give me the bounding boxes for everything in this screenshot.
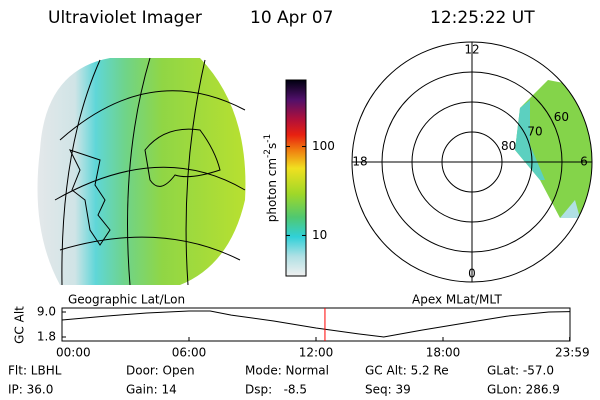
info-field: Seq: 39 xyxy=(365,383,411,397)
altitude-ylabel: GC Alt xyxy=(13,306,27,344)
colorbar xyxy=(285,79,307,277)
apex-label: Apex MLat/MLT xyxy=(412,293,502,307)
mlt-label: 0 xyxy=(468,267,476,281)
info-field: GC Alt: 5.2 Re xyxy=(365,364,449,378)
lat-ring xyxy=(411,101,533,223)
info-field: IP: 36.0 xyxy=(8,383,53,397)
mlt-label: 12 xyxy=(464,43,479,57)
y-tick-label: 9.0 xyxy=(37,304,56,318)
info-field: GLat: -57.0 xyxy=(487,364,554,378)
info-field: Mode: Normal xyxy=(245,364,329,378)
info-field: GLon: 286.9 xyxy=(487,383,560,397)
altitude-line xyxy=(61,310,571,338)
x-tick-label: 23:59 xyxy=(555,346,590,360)
lat-label: 60 xyxy=(554,110,569,124)
colorbar-exp: -1 xyxy=(263,134,273,143)
x-tick-label: 12:00 xyxy=(299,346,334,360)
colorbar-unit: photon cm xyxy=(265,158,279,222)
y-tick-label: 1.8 xyxy=(37,330,56,344)
date: 10 Apr 07 xyxy=(250,8,333,28)
lat-ring xyxy=(381,71,563,253)
time: 12:25:22 UT xyxy=(430,8,535,28)
mlt-label: 18 xyxy=(352,155,367,169)
info-field: Gain: 14 xyxy=(126,383,177,397)
polar-grid xyxy=(351,41,593,283)
colorbar-unit: s xyxy=(265,143,279,149)
geo-image xyxy=(37,57,246,286)
colorbar-exp: -2 xyxy=(263,149,273,158)
geo-label: Geographic Lat/Lon xyxy=(68,293,185,307)
lat-label: 70 xyxy=(527,124,542,138)
info-field: Flt: LBHL xyxy=(8,364,62,378)
title: Ultraviolet Imager xyxy=(48,8,202,28)
polar-image xyxy=(515,80,592,218)
x-tick-label: 06:00 xyxy=(172,346,207,360)
info-field: Dsp: -8.5 xyxy=(245,383,307,397)
altitude-frame xyxy=(61,307,571,342)
colorbar-tick-label: 100 xyxy=(312,139,335,153)
colorbar-label: photon cm-2s-1 xyxy=(263,134,279,223)
lat-label: 80 xyxy=(501,139,516,153)
colorbar-tick-label: 10 xyxy=(312,228,327,242)
mlt-label: 6 xyxy=(580,155,588,169)
x-tick-label: 00:00 xyxy=(56,346,91,360)
x-tick-label: 18:00 xyxy=(426,346,461,360)
info-field: Door: Open xyxy=(126,364,195,378)
lat-ring xyxy=(441,131,503,193)
